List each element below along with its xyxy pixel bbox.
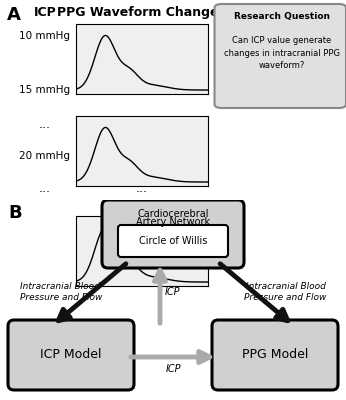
- Text: ...: ...: [136, 182, 148, 194]
- Text: Intracranial Blood
Pressure and Flow: Intracranial Blood Pressure and Flow: [20, 282, 102, 302]
- FancyBboxPatch shape: [215, 4, 346, 108]
- Text: ICP: ICP: [34, 6, 56, 19]
- Text: Can ICP value generate
changes in intracranial PPG
waveform?: Can ICP value generate changes in intrac…: [224, 36, 340, 70]
- Text: Cardiocerebral: Cardiocerebral: [137, 209, 209, 219]
- Text: B: B: [8, 204, 21, 222]
- Text: ICP: ICP: [165, 364, 181, 374]
- FancyBboxPatch shape: [212, 320, 338, 390]
- FancyBboxPatch shape: [102, 200, 244, 268]
- Text: ICP Model: ICP Model: [40, 348, 102, 362]
- Text: PPG Waveform Changes: PPG Waveform Changes: [57, 6, 226, 19]
- Text: Circle of Willis: Circle of Willis: [139, 236, 207, 246]
- Text: ...: ...: [39, 182, 51, 194]
- Text: 20 mmHg: 20 mmHg: [19, 151, 71, 161]
- Text: Artery Network: Artery Network: [136, 217, 210, 227]
- Text: ...: ...: [136, 118, 148, 130]
- Text: Research Question: Research Question: [234, 12, 330, 21]
- FancyBboxPatch shape: [8, 320, 134, 390]
- Text: PPG Model: PPG Model: [242, 348, 308, 362]
- Text: ICP: ICP: [165, 287, 181, 297]
- Text: 10 mmHg: 10 mmHg: [19, 31, 71, 41]
- FancyBboxPatch shape: [118, 225, 228, 257]
- Text: 15 mmHg: 15 mmHg: [19, 85, 71, 95]
- Text: ...: ...: [39, 118, 51, 130]
- Text: Intracranial Blood
Pressure and Flow: Intracranial Blood Pressure and Flow: [244, 282, 326, 302]
- Text: A: A: [7, 6, 21, 24]
